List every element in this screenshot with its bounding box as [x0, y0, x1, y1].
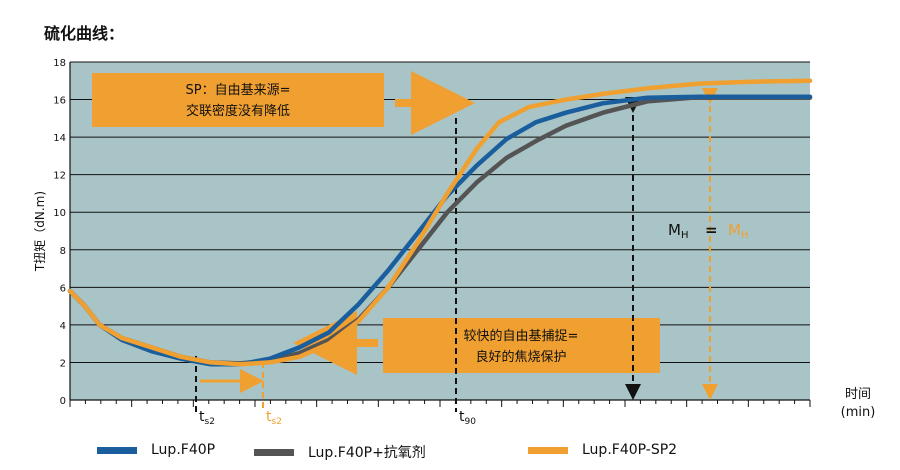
y-tick-label: 6 [60, 283, 66, 294]
legend-item-orange: Lup.F40P-SP2 [528, 442, 677, 458]
legend-item-blue: Lup.F40P [97, 442, 215, 458]
legend-swatch-gray [254, 448, 294, 456]
y-axis-label: T扭矩（dN.m) [33, 191, 47, 272]
series-lines [67, 78, 813, 367]
legend-swatch-blue [97, 446, 137, 454]
y-tick-label: 12 [53, 171, 66, 182]
mh-black-label: MH [668, 221, 688, 241]
mh-equals-label: = [705, 221, 718, 239]
y-tick-labels: 0 2 4 6 8 10 12 14 16 18 [53, 58, 66, 407]
y-tick-label: 10 [53, 208, 66, 219]
y-tick-label: 14 [53, 133, 66, 144]
vulcanization-chart: 0 2 4 6 8 10 12 14 16 18 SP：自由基来源= 交联密度没有降低 较快的自由… [33, 58, 876, 427]
scavenger-text-line2: 良好的焦烧保护 [475, 349, 566, 365]
x-axis-label-line1: 时间 [845, 387, 871, 402]
mh-orange-label: MH [728, 221, 748, 241]
legend-label-blue: Lup.F40P [151, 442, 216, 458]
scavenger-text-line1: 较快的自由基捕捉= [464, 328, 579, 344]
y-tick-label: 2 [60, 358, 66, 369]
legend-label-orange: Lup.F40P-SP2 [582, 442, 678, 458]
y-tick-label: 4 [60, 321, 66, 332]
series-line-2 [67, 78, 813, 367]
sp-text-line1: SP：自由基来源= [186, 83, 291, 98]
legend-swatch-orange [528, 446, 568, 454]
legend-item-gray: Lup.F40P+抗氧剂 [254, 442, 426, 462]
y-tick-label: 0 [60, 396, 66, 407]
ts2-blue-label: ts2 [199, 409, 215, 427]
page-title: 硫化曲线： [44, 24, 125, 43]
y-tick-label: 8 [60, 246, 66, 257]
series-line-0 [67, 94, 813, 367]
scavenger-box [383, 318, 660, 373]
x-axis-label-line2: (min) [841, 405, 876, 420]
x-ticks [69, 400, 811, 407]
sp-text-line2: 交联密度没有降低 [186, 103, 290, 119]
y-tick-label: 18 [53, 58, 66, 69]
y-tick-label: 16 [53, 96, 66, 107]
sp-box [92, 73, 384, 127]
legend-label-gray: Lup.F40P+抗氧剂 [308, 445, 426, 461]
ts2-orange-label: ts2 [266, 409, 282, 427]
t90-label: t90 [459, 409, 476, 427]
